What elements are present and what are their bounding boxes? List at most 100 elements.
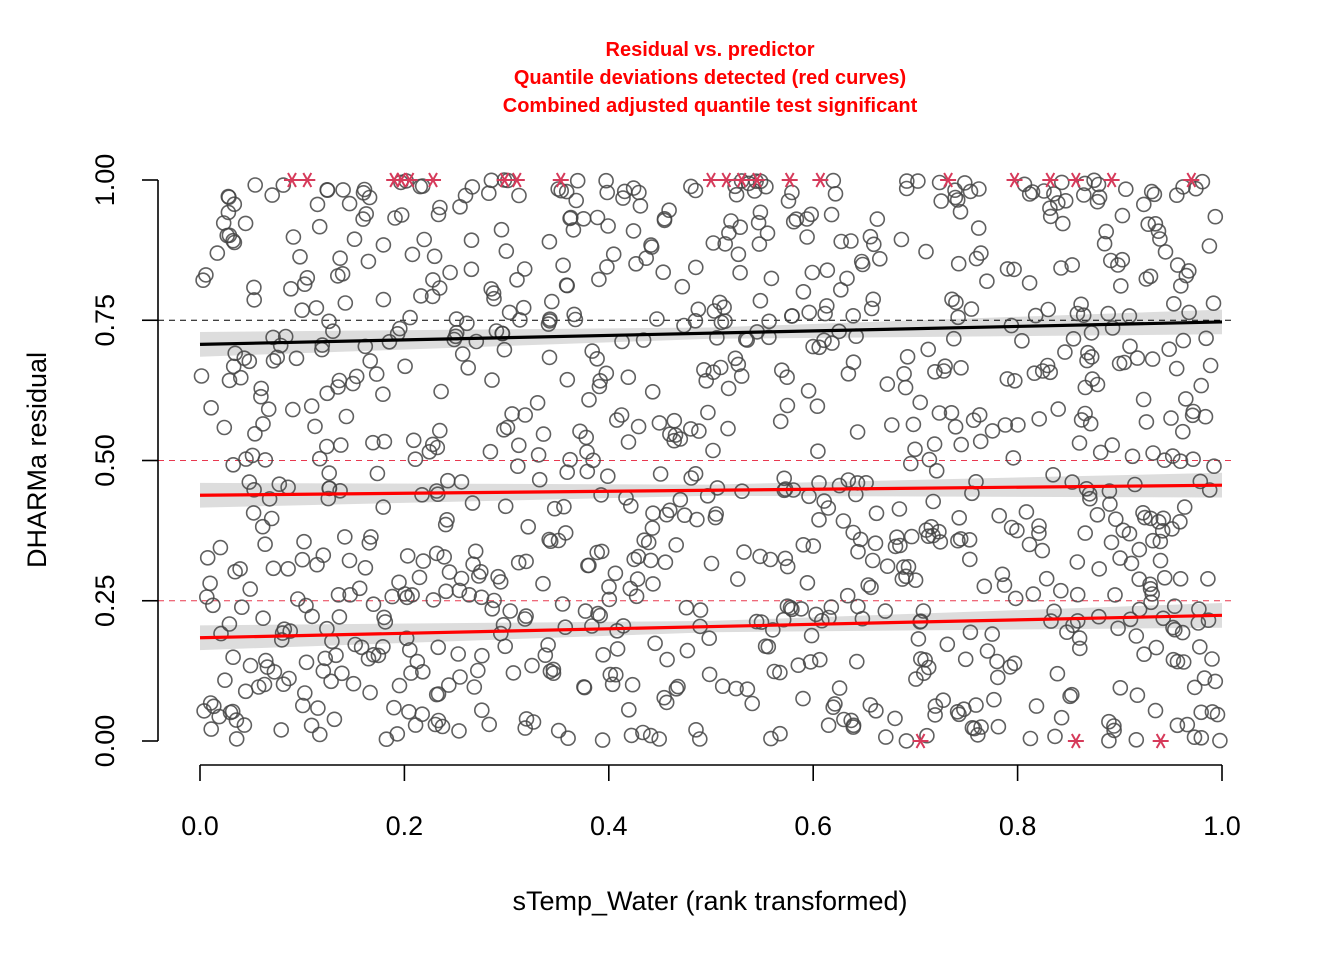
- data-point: [345, 675, 362, 692]
- data-point: [1104, 437, 1120, 453]
- data-point: [246, 292, 262, 308]
- data-point: [1207, 673, 1224, 690]
- data-point: [997, 417, 1014, 433]
- data-point: [729, 571, 746, 587]
- data-point: [1198, 330, 1214, 347]
- data-point: [512, 312, 528, 328]
- data-point: [912, 651, 929, 667]
- data-point: [474, 647, 490, 664]
- data-point: [1089, 506, 1106, 523]
- data-point: [1172, 513, 1188, 530]
- data-point: [1092, 444, 1109, 461]
- outlier-stroke: [752, 172, 762, 188]
- data-point: [342, 586, 358, 603]
- data-point: [451, 723, 467, 739]
- data-point: [560, 730, 576, 747]
- data-point: [674, 278, 691, 295]
- data-point: [730, 356, 747, 373]
- data-point: [1113, 278, 1129, 294]
- data-point: [912, 394, 929, 411]
- data-point: [645, 576, 661, 592]
- data-point: [658, 694, 675, 711]
- data-point: [869, 211, 886, 227]
- data-point: [863, 579, 879, 596]
- data-point: [284, 401, 301, 418]
- data-point: [1142, 510, 1159, 527]
- data-point: [1202, 357, 1219, 374]
- outlier-marker: [552, 172, 569, 188]
- outlier-stroke: [736, 172, 747, 188]
- data-point: [951, 706, 967, 723]
- data-point: [1156, 452, 1173, 469]
- data-point: [1136, 646, 1152, 663]
- data-point: [706, 303, 723, 319]
- data-point: [391, 320, 408, 337]
- data-point: [1128, 731, 1145, 748]
- data-point: [994, 566, 1011, 583]
- data-point: [1031, 525, 1047, 542]
- data-point: [464, 495, 481, 511]
- data-point: [546, 500, 563, 517]
- y-tick-label: 0.00: [90, 715, 120, 768]
- data-point: [498, 243, 515, 259]
- data-point: [245, 505, 262, 521]
- data-point: [1110, 257, 1126, 273]
- data-point: [709, 329, 725, 346]
- data-point: [935, 692, 952, 709]
- data-point: [1042, 208, 1059, 225]
- data-point: [467, 543, 484, 560]
- data-point: [542, 533, 559, 550]
- data-point: [362, 353, 379, 369]
- data-point: [365, 646, 382, 663]
- data-point: [820, 500, 837, 516]
- data-point: [795, 536, 812, 553]
- data-point: [989, 653, 1005, 670]
- data-point: [274, 625, 291, 641]
- outlier-stroke: [302, 172, 313, 188]
- data-point: [1142, 268, 1159, 285]
- x-axis-label: sTemp_Water (rank transformed): [512, 886, 907, 916]
- data-point: [667, 427, 684, 443]
- data-point: [1079, 352, 1095, 369]
- outlier-stroke: [1045, 172, 1056, 188]
- data-point: [850, 543, 866, 560]
- data-point: [835, 513, 852, 529]
- data-point: [543, 293, 560, 310]
- data-point: [1031, 411, 1047, 427]
- data-point: [442, 264, 458, 281]
- data-point: [1172, 453, 1189, 470]
- data-point: [645, 505, 661, 522]
- data-point: [772, 725, 788, 742]
- data-point: [973, 719, 989, 735]
- data-point: [800, 382, 817, 399]
- data-point: [793, 601, 810, 617]
- data-point: [1200, 570, 1216, 587]
- data-point: [947, 418, 964, 435]
- data-point: [761, 313, 777, 330]
- data-point: [311, 450, 328, 467]
- data-point: [365, 434, 381, 451]
- data-point: [714, 678, 731, 695]
- data-point: [984, 423, 1001, 439]
- data-point: [1145, 532, 1161, 549]
- data-point: [328, 647, 344, 664]
- data-point: [1057, 344, 1073, 360]
- data-point: [687, 312, 704, 329]
- data-point: [795, 283, 812, 300]
- data-point: [362, 684, 378, 701]
- data-point: [436, 549, 453, 565]
- data-point: [644, 520, 661, 536]
- axes: 0.0 0.2 0.4 0.6 0.8 1.0 0.00 0.25 0.50 0.75 1.00: [90, 154, 1241, 841]
- data-point: [752, 548, 768, 565]
- outlier-stroke: [428, 172, 438, 188]
- data-point: [1101, 483, 1118, 499]
- data-point: [1212, 732, 1228, 749]
- data-point: [294, 302, 310, 319]
- data-point: [430, 206, 447, 223]
- data-point: [748, 613, 765, 630]
- outlier-marker: [812, 172, 829, 188]
- data-point: [626, 551, 643, 568]
- data-point: [883, 417, 900, 433]
- data-point: [1143, 183, 1160, 200]
- data-point: [1050, 401, 1066, 417]
